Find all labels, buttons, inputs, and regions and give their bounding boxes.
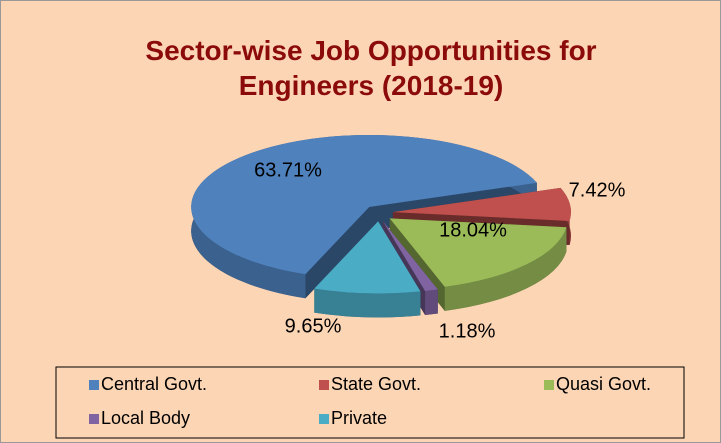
data-label: 9.65% bbox=[285, 315, 342, 337]
data-label: 18.04% bbox=[439, 219, 507, 241]
legend-label: Central Govt. bbox=[101, 374, 207, 394]
slice-rim bbox=[425, 289, 438, 316]
legend-swatch bbox=[319, 380, 329, 390]
legend-label: Local Body bbox=[101, 408, 190, 428]
pie-slice bbox=[389, 218, 567, 287]
data-label: 1.18% bbox=[439, 320, 496, 342]
pie-slice bbox=[382, 221, 438, 292]
pie-slice bbox=[314, 221, 421, 294]
slice-rim bbox=[314, 288, 421, 318]
data-label: 7.42% bbox=[569, 179, 626, 201]
legend-swatch bbox=[89, 414, 99, 424]
slice-wall bbox=[305, 206, 370, 299]
slice-rim bbox=[444, 227, 567, 311]
pie-slice bbox=[392, 187, 571, 221]
legend-swatch bbox=[89, 380, 99, 390]
legend-box bbox=[55, 366, 685, 439]
chart-title: Sector-wise Job Opportunities for Engine… bbox=[145, 35, 597, 101]
legend-swatch bbox=[319, 414, 329, 424]
pie-slice bbox=[191, 134, 537, 275]
legend-label: State Govt. bbox=[331, 374, 421, 394]
legend-label: Private bbox=[331, 408, 387, 428]
data-label: 63.71% bbox=[254, 159, 322, 181]
legend-label: Quasi Govt. bbox=[556, 374, 651, 394]
legend-swatch bbox=[544, 380, 554, 390]
